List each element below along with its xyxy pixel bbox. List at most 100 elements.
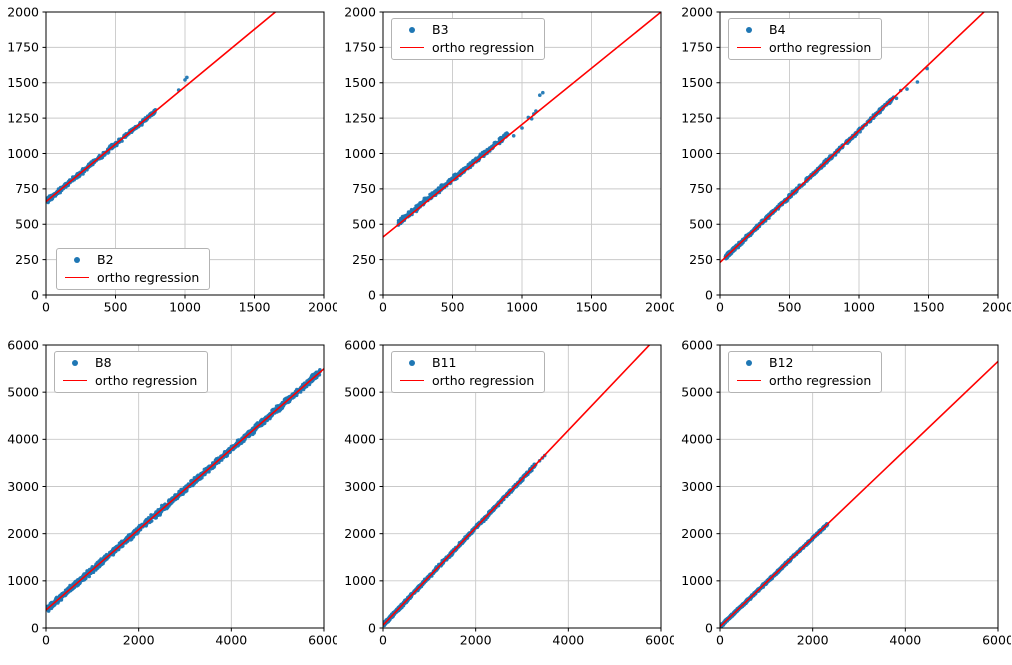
legend-series-label: B8: [95, 355, 112, 370]
legend: B8 ortho regression: [54, 351, 209, 393]
axis-ticks: [379, 344, 662, 632]
regression-line-icon: [65, 277, 89, 279]
svg-text:1500: 1500: [576, 300, 608, 315]
legend-regression-label: ortho regression: [769, 39, 872, 55]
scatter-marker-icon: [409, 27, 415, 34]
svg-text:0: 0: [31, 287, 39, 302]
regression-line-icon: [737, 47, 761, 49]
regression-line: [383, 12, 661, 238]
svg-text:4000: 4000: [215, 633, 247, 648]
legend-item-regression: ortho regression: [736, 372, 872, 388]
tick-labels: 0 500 1000 1500 2000 0 250 500 750 1000 1250 1500 17…: [681, 4, 1011, 314]
legend-regression-label: ortho regression: [769, 372, 872, 388]
svg-text:1000: 1000: [681, 146, 713, 161]
scatter-points-group: [723, 66, 929, 261]
legend-item-regression: ortho regression: [64, 269, 200, 285]
axis-ticks: [716, 344, 999, 632]
svg-text:1250: 1250: [344, 110, 376, 125]
svg-text:4000: 4000: [889, 633, 921, 648]
regression-line: [720, 360, 998, 628]
svg-text:500: 500: [15, 217, 39, 232]
legend-handle: [62, 360, 88, 367]
svg-text:6000: 6000: [7, 337, 39, 352]
svg-text:250: 250: [15, 252, 39, 267]
svg-text:1000: 1000: [169, 300, 201, 315]
legend-handle: [399, 27, 425, 34]
svg-text:250: 250: [352, 252, 376, 267]
legend-series-label: B3: [432, 22, 449, 37]
svg-text:6000: 6000: [344, 337, 376, 352]
legend-handle: [62, 380, 88, 382]
regression-line-icon: [63, 380, 87, 382]
svg-text:1500: 1500: [239, 300, 271, 315]
svg-text:0: 0: [31, 620, 39, 635]
svg-text:2000: 2000: [7, 4, 39, 19]
svg-text:1750: 1750: [681, 40, 713, 55]
subplot-b8: 0 2000 4000 6000 0 1000 2000 3000 4000 5000 6000 B8…: [0, 333, 337, 665]
plot-canvas: 0 500 1000 1500 2000 0 250 500 750 1000 1250 1500 17…: [681, 4, 1011, 314]
svg-text:2000: 2000: [308, 300, 337, 315]
svg-text:0: 0: [379, 633, 387, 648]
legend-handle: [399, 360, 425, 367]
svg-text:3000: 3000: [681, 479, 713, 494]
svg-text:2000: 2000: [645, 300, 674, 315]
legend: B11 ortho regression: [391, 351, 546, 393]
svg-text:0: 0: [716, 300, 724, 315]
svg-text:500: 500: [441, 300, 465, 315]
svg-text:2000: 2000: [460, 633, 492, 648]
legend: B12 ortho regression: [728, 351, 883, 393]
regression-line: [46, 12, 277, 203]
axis-ticks: [379, 11, 662, 299]
svg-text:5000: 5000: [344, 384, 376, 399]
svg-text:1000: 1000: [344, 146, 376, 161]
legend-item-regression: ortho regression: [399, 374, 534, 388]
svg-text:2000: 2000: [344, 4, 376, 19]
svg-text:6000: 6000: [308, 633, 337, 648]
axis-ticks: [42, 11, 325, 299]
svg-text:0: 0: [705, 287, 713, 302]
svg-text:1000: 1000: [506, 300, 538, 315]
plot-canvas: 0 2000 4000 6000 0 1000 2000 3000 4000 5000 6000: [7, 337, 337, 648]
svg-text:500: 500: [689, 217, 713, 232]
tick-labels: 0 500 1000 1500 2000 0 250 500 750 1000 1250 1500 17…: [344, 4, 674, 314]
svg-text:2000: 2000: [681, 4, 713, 19]
regression-line-icon: [400, 47, 424, 49]
legend-item-regression: ortho regression: [62, 372, 198, 388]
svg-text:1500: 1500: [344, 75, 376, 90]
scatter-marker-icon: [72, 360, 78, 367]
legend-series-label: B2: [97, 252, 114, 267]
svg-text:250: 250: [689, 252, 713, 267]
legend: B4 ortho regression: [728, 18, 883, 60]
svg-text:2000: 2000: [123, 633, 155, 648]
svg-text:6000: 6000: [681, 337, 713, 352]
legend: B2 ortho regression: [56, 248, 211, 290]
svg-text:1500: 1500: [7, 75, 39, 90]
legend-regression-label: ortho regression: [432, 39, 535, 55]
svg-text:750: 750: [15, 181, 39, 196]
svg-text:1000: 1000: [7, 573, 39, 588]
svg-text:1000: 1000: [7, 146, 39, 161]
legend-item-series: B3: [399, 22, 534, 37]
scatter-marker-icon: [746, 360, 752, 367]
legend-handle: [736, 47, 762, 49]
svg-text:750: 750: [352, 181, 376, 196]
svg-text:1250: 1250: [7, 110, 39, 125]
legend-handle: [736, 380, 762, 382]
svg-text:3000: 3000: [344, 479, 376, 494]
legend-regression-label: ortho regression: [97, 269, 200, 285]
svg-text:5000: 5000: [7, 384, 39, 399]
legend-regression-label: ortho regression: [95, 372, 198, 388]
svg-text:2000: 2000: [797, 633, 829, 648]
legend-series-label: B12: [769, 355, 794, 370]
subplot-b3: 0 500 1000 1500 2000 0 250 500 750 1000 1250 1500 17…: [337, 0, 674, 333]
legend-handle: [399, 380, 425, 382]
svg-text:2000: 2000: [344, 526, 376, 541]
svg-text:500: 500: [778, 300, 802, 315]
svg-text:4000: 4000: [552, 633, 584, 648]
subplot-b4: 0 500 1000 1500 2000 0 250 500 750 1000 1250 1500 17…: [674, 0, 1011, 333]
legend-handle: [399, 47, 425, 49]
svg-text:4000: 4000: [7, 432, 39, 447]
svg-text:1500: 1500: [681, 75, 713, 90]
svg-text:3000: 3000: [7, 479, 39, 494]
